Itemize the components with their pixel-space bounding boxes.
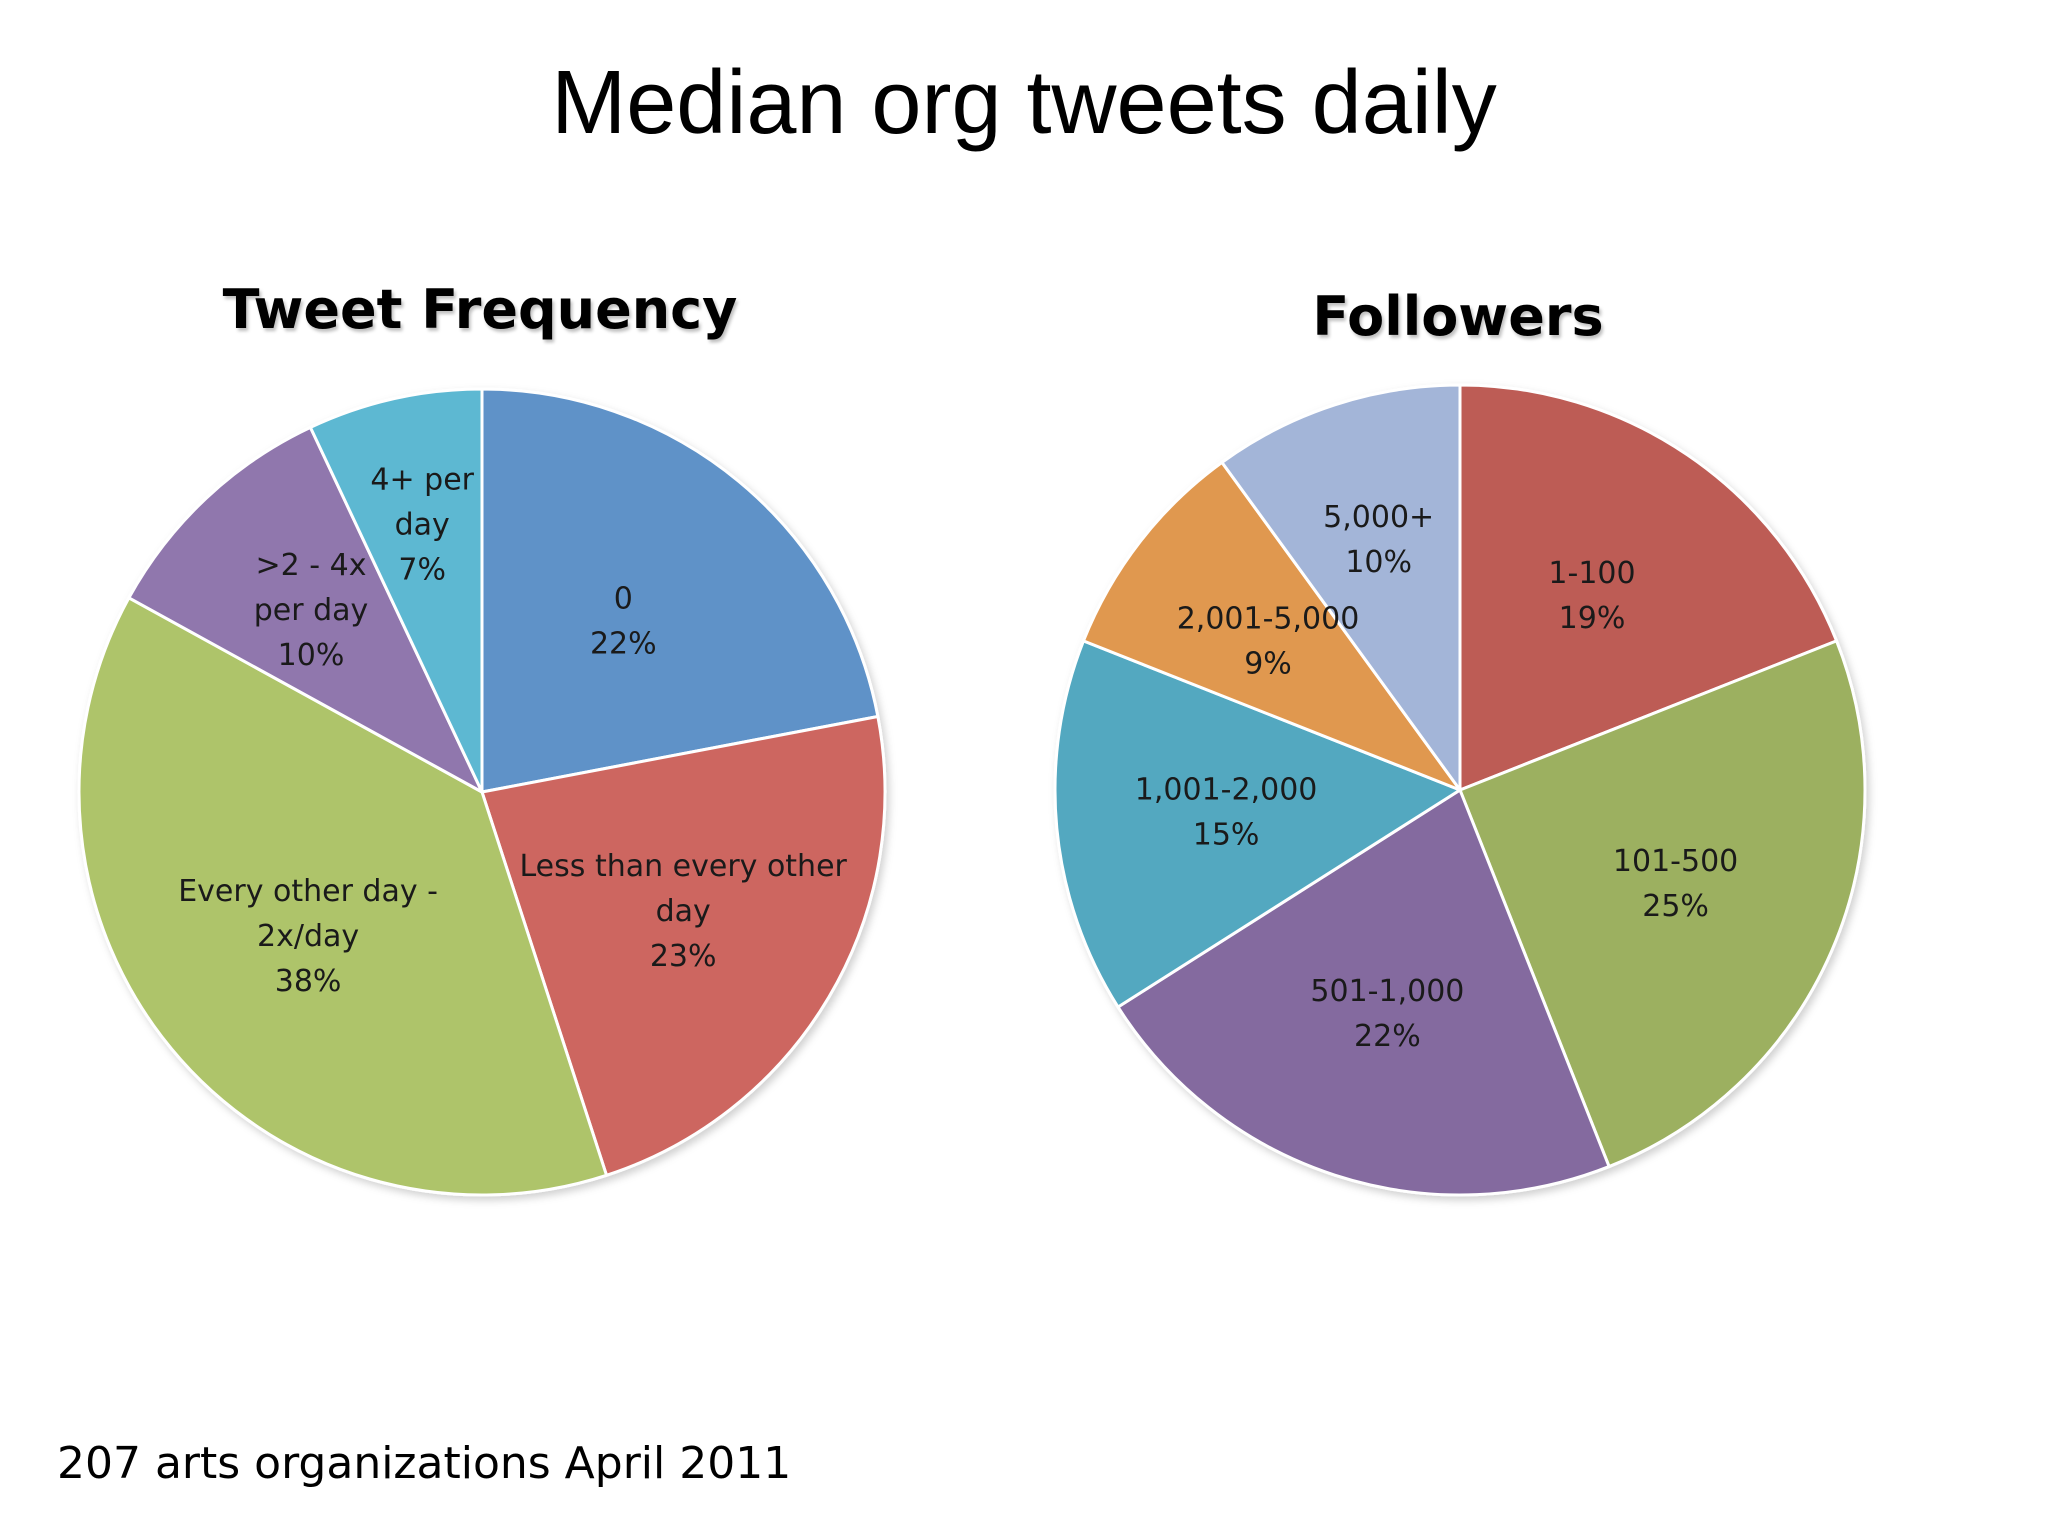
followers-labels: 1-100 19% 101-500 25% 501-1,000 22% 1,001-2,00… bbox=[1135, 500, 1738, 1054]
tweet-frequency-slice-4 bbox=[308, 387, 484, 794]
followers-slice-label-5: 5,000+ 10% bbox=[1323, 500, 1434, 580]
followers-slice-3 bbox=[1053, 639, 1462, 1009]
tweet-frequency-slice-1 bbox=[480, 714, 887, 1177]
followers-slice-label-0: 1-100 19% bbox=[1548, 556, 1635, 636]
tweet-frequency-slice-label-4: 4+ per day 7% bbox=[370, 463, 474, 588]
tweet-frequency-slice-0 bbox=[480, 387, 880, 794]
tweet-frequency-slice-label-0: 0 22% bbox=[590, 582, 657, 662]
followers-slice-1 bbox=[1458, 639, 1867, 1169]
followers-slice-label-3: 1,001-2,000 15% bbox=[1135, 773, 1318, 853]
followers-slice-label-2: 501-1,000 22% bbox=[1310, 974, 1464, 1054]
followers-slice-label-4: 2,001-5,000 9% bbox=[1177, 602, 1360, 682]
tweet-frequency-labels: 0 22% Less than every other day 23% Every oth… bbox=[178, 463, 847, 999]
followers-chart-title: Followers bbox=[1312, 285, 1604, 348]
tweet-frequency-pie bbox=[77, 387, 887, 1197]
followers-slice-5 bbox=[1220, 383, 1462, 792]
tweet-frequency-chart-title: Tweet Frequency bbox=[222, 278, 738, 341]
tweet-frequency-slice-label-2: Every other day -2x/day 38% bbox=[178, 874, 438, 999]
tweet-frequency-slice-3 bbox=[127, 425, 484, 794]
followers-slice-0 bbox=[1458, 383, 1839, 792]
followers-pie bbox=[1053, 383, 1867, 1197]
footnote: 207 arts organizations April 2011 bbox=[57, 1438, 792, 1489]
tweet-frequency-slice-label-1: Less than every other day 23% bbox=[520, 849, 848, 974]
slide-title: Median org tweets daily bbox=[551, 53, 1497, 153]
tweet-frequency-slice-label-3: >2 - 4x per day 10% bbox=[254, 548, 369, 673]
tweet-frequency-slice-2 bbox=[77, 596, 609, 1197]
followers-slice-4 bbox=[1081, 460, 1462, 792]
followers-slice-2 bbox=[1116, 788, 1611, 1197]
followers-slice-label-1: 101-500 25% bbox=[1613, 844, 1738, 924]
